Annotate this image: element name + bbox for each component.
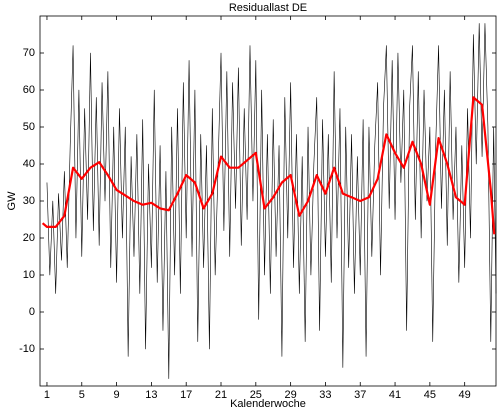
x-tick-label: 1 <box>44 389 50 401</box>
x-tick-label: 13 <box>145 389 157 401</box>
x-tick-label: 29 <box>285 389 297 401</box>
y-tick-label: 70 <box>23 47 35 59</box>
y-axis-label: GW <box>6 191 18 211</box>
series-line <box>46 23 497 379</box>
series-line <box>41 96 496 235</box>
y-tick-label: 50 <box>23 121 35 133</box>
y-tick-label: -10 <box>19 343 35 355</box>
x-tick-label: 49 <box>459 389 471 401</box>
y-tick-label: 10 <box>23 269 35 281</box>
y-tick-label: 20 <box>23 232 35 244</box>
x-tick-label: 33 <box>319 389 331 401</box>
y-tick-label: 0 <box>29 306 35 318</box>
x-tick-label: 5 <box>79 389 85 401</box>
x-tick-label: 9 <box>114 389 120 401</box>
x-tick-label: 25 <box>250 389 262 401</box>
x-tick-label: 21 <box>215 389 227 401</box>
y-tick-label: 40 <box>23 158 35 170</box>
plot-frame <box>39 15 497 387</box>
x-tick-label: 17 <box>180 389 192 401</box>
y-tick-label: 30 <box>23 195 35 207</box>
y-tick-label: 60 <box>23 84 35 96</box>
x-tick-label: 37 <box>354 389 366 401</box>
x-tick-label: 45 <box>424 389 436 401</box>
x-axis-label: Kalenderwoche <box>230 398 306 410</box>
chart-title: Residuallast DE <box>229 2 307 14</box>
x-tick-label: 41 <box>389 389 401 401</box>
